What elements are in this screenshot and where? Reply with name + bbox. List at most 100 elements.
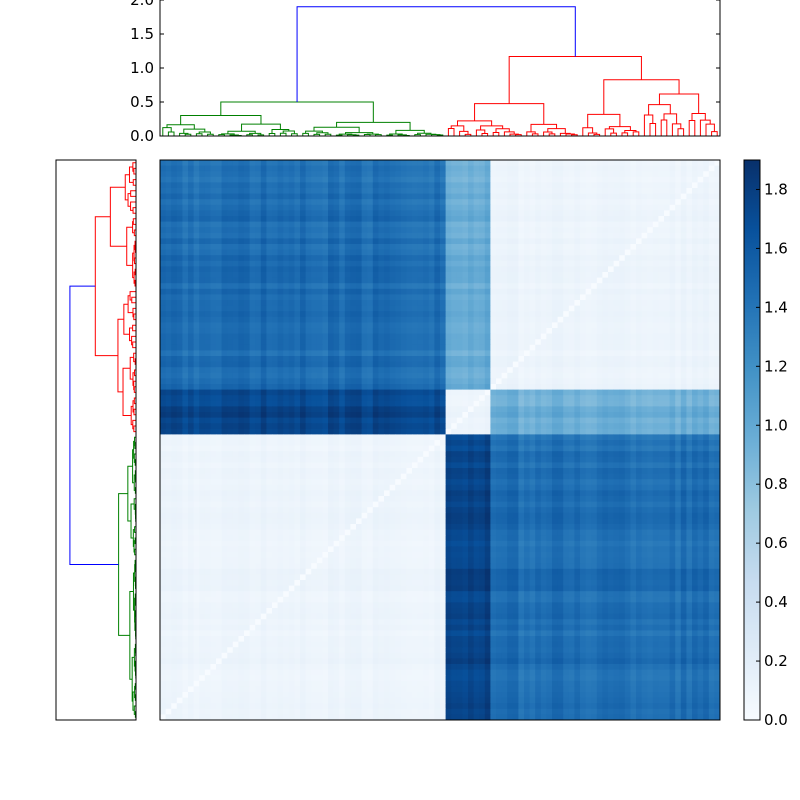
heatmap-cell bbox=[193, 171, 200, 178]
heatmap-cell bbox=[165, 356, 172, 362]
heatmap-cell bbox=[266, 361, 273, 368]
heatmap-cell bbox=[714, 384, 720, 390]
heatmap-cell bbox=[232, 400, 239, 407]
heatmap-cell bbox=[266, 193, 273, 200]
heatmap-cell bbox=[714, 210, 720, 217]
heatmap-cell bbox=[484, 339, 491, 346]
heatmap-cell bbox=[311, 283, 318, 290]
heatmap-cell bbox=[356, 238, 362, 245]
heatmap-cell bbox=[255, 339, 262, 346]
heatmap-cell bbox=[361, 367, 368, 374]
heatmap-cell bbox=[568, 227, 575, 234]
heatmap-cell bbox=[199, 188, 206, 194]
heatmap-cell bbox=[591, 311, 598, 318]
heatmap-cell bbox=[333, 300, 340, 306]
heatmap-cell bbox=[221, 294, 228, 301]
heatmap-cell bbox=[311, 372, 318, 379]
heatmap-cell bbox=[490, 227, 497, 234]
heatmap-cell bbox=[238, 288, 245, 295]
heatmap-cell bbox=[400, 400, 407, 407]
heatmap-cell bbox=[529, 356, 536, 362]
heatmap-cell bbox=[641, 238, 648, 245]
heatmap-cell bbox=[680, 188, 687, 194]
heatmap-cell bbox=[238, 322, 245, 329]
heatmap-cell bbox=[540, 378, 547, 385]
heatmap-cell bbox=[423, 227, 430, 234]
heatmap-cell bbox=[697, 221, 704, 228]
heatmap-cell bbox=[490, 316, 497, 323]
heatmap-cell bbox=[490, 232, 497, 239]
heatmap-cell bbox=[692, 160, 698, 166]
heatmap-cell bbox=[557, 300, 564, 306]
heatmap-cell bbox=[165, 165, 172, 172]
left-dendrogram-link-red bbox=[133, 425, 136, 433]
heatmap-cell bbox=[540, 255, 547, 262]
heatmap-cell bbox=[596, 260, 603, 267]
heatmap-cell bbox=[244, 316, 250, 323]
heatmap-cell bbox=[372, 260, 379, 267]
heatmap-cell bbox=[266, 255, 273, 262]
heatmap-cell bbox=[608, 316, 614, 323]
heatmap-cell bbox=[630, 294, 637, 301]
heatmap-cell bbox=[367, 406, 374, 413]
heatmap-cell bbox=[199, 294, 206, 301]
heatmap-cell bbox=[652, 339, 659, 346]
heatmap-cell bbox=[300, 272, 306, 278]
heatmap-cell bbox=[641, 171, 648, 178]
heatmap-cell bbox=[608, 244, 614, 250]
heatmap-cell bbox=[367, 199, 374, 206]
heatmap-cell bbox=[160, 389, 166, 396]
top-dendrogram-link-red bbox=[450, 125, 465, 132]
heatmap-cell bbox=[316, 249, 323, 256]
heatmap-cell bbox=[456, 417, 463, 424]
heatmap-cell bbox=[608, 311, 614, 318]
heatmap-cell bbox=[221, 260, 228, 267]
heatmap-cell bbox=[636, 210, 642, 217]
heatmap-cell bbox=[563, 171, 570, 178]
heatmap-cell bbox=[210, 176, 217, 183]
heatmap-cell bbox=[456, 339, 463, 346]
heatmap-cell bbox=[434, 344, 441, 351]
top-dendrogram-y-axis: 0.00.51.01.52.0 bbox=[130, 0, 720, 145]
heatmap-cell bbox=[686, 216, 693, 222]
heatmap-cell bbox=[641, 400, 648, 407]
heatmap-cell bbox=[686, 238, 693, 245]
heatmap-cell bbox=[322, 255, 329, 262]
heatmap-cell bbox=[400, 227, 407, 234]
heatmap-cell bbox=[714, 249, 720, 256]
heatmap-cell bbox=[277, 232, 284, 239]
heatmap-cell bbox=[434, 294, 441, 301]
heatmap-cell bbox=[641, 322, 648, 329]
heatmap-cell bbox=[277, 417, 284, 424]
heatmap-cell bbox=[658, 333, 665, 340]
top-dendrogram-link-green bbox=[336, 121, 411, 131]
heatmap-cell bbox=[540, 305, 547, 312]
heatmap-cell bbox=[249, 160, 256, 166]
heatmap-cell bbox=[160, 417, 166, 424]
heatmap-cell bbox=[356, 193, 362, 200]
heatmap-cell bbox=[322, 277, 329, 284]
heatmap-cell bbox=[675, 238, 682, 245]
heatmap-cell bbox=[484, 322, 491, 329]
heatmap-cell bbox=[188, 339, 194, 346]
heatmap-cell bbox=[216, 249, 222, 256]
heatmap-cell bbox=[619, 294, 626, 301]
heatmap-cell bbox=[188, 272, 194, 278]
heatmap-cell bbox=[596, 356, 603, 362]
heatmap-cell bbox=[193, 249, 200, 256]
heatmap-cell bbox=[328, 417, 334, 424]
heatmap-cell bbox=[529, 232, 536, 239]
heatmap-cell bbox=[216, 361, 222, 368]
heatmap-cell bbox=[496, 204, 502, 211]
heatmap-cell bbox=[563, 333, 570, 340]
heatmap-cell bbox=[697, 294, 704, 301]
heatmap-cell bbox=[176, 266, 183, 273]
heatmap-cell bbox=[619, 193, 626, 200]
heatmap-cell bbox=[333, 356, 340, 362]
heatmap-cell bbox=[546, 356, 553, 362]
heatmap-cell bbox=[272, 182, 278, 189]
heatmap-cell bbox=[395, 255, 402, 262]
heatmap-cell bbox=[658, 300, 665, 306]
heatmap-cell bbox=[260, 277, 267, 284]
heatmap-cell bbox=[395, 260, 402, 267]
